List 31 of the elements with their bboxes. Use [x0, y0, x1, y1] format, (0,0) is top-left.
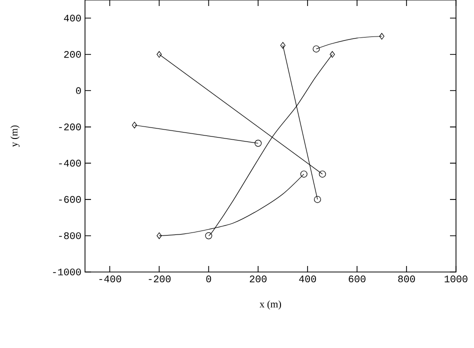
y-axis-title: y (m)	[10, 125, 20, 147]
point	[132, 122, 138, 128]
point	[300, 170, 308, 178]
y-tick-label: -200	[59, 124, 81, 130]
x-tick-label: -400	[99, 276, 122, 282]
x-tick-label: 200	[250, 276, 267, 282]
point	[254, 140, 262, 147]
point	[330, 51, 335, 58]
y-tick-label: -1000	[53, 268, 81, 276]
point	[379, 32, 384, 40]
x-tick-label: 600	[348, 276, 366, 282]
line-series	[316, 36, 382, 50]
y-tick-label: -400	[59, 160, 81, 167]
x-tick-label: 1000	[444, 276, 468, 282]
y-tick-label: -600	[59, 196, 81, 203]
point	[318, 170, 326, 178]
point	[312, 45, 320, 52]
y-tick-label: 400	[64, 14, 81, 22]
point	[156, 51, 162, 58]
point	[156, 232, 162, 240]
y-tick-label: 200	[64, 50, 81, 58]
point	[280, 42, 286, 49]
y-tick-label: -800	[59, 232, 81, 240]
x-tick-label: 0	[206, 276, 212, 282]
x-axis-title: x (m)	[260, 300, 282, 310]
x-tick-label: -200	[148, 276, 171, 282]
point	[205, 232, 212, 240]
y-tick-label: 0	[76, 87, 81, 94]
x-tick-label: 400	[299, 276, 316, 282]
x-tick-label: 800	[398, 276, 415, 282]
point	[314, 196, 321, 203]
